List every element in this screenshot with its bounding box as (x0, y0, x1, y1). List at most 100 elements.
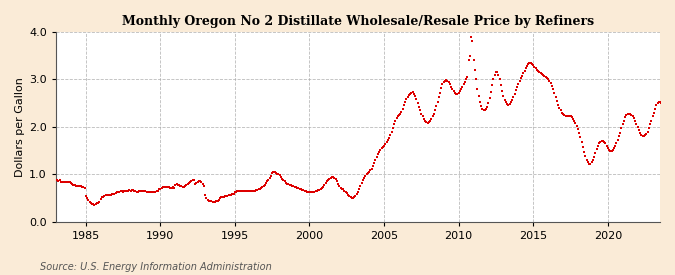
Point (630, 119, 641, 123)
Point (425, 119, 435, 123)
Point (70, 184, 81, 188)
Point (395, 111, 406, 116)
Point (412, 101, 423, 105)
Point (76, 184, 86, 188)
Point (646, 119, 657, 123)
Point (386, 129, 397, 134)
Point (589, 155, 599, 159)
Point (268, 170, 279, 174)
Point (86, 202, 97, 206)
Point (392, 114, 403, 119)
Point (477, 107, 487, 111)
Point (122, 189, 132, 194)
Point (300, 189, 311, 194)
Point (191, 181, 202, 185)
Point (355, 184, 366, 188)
Point (479, 108, 490, 112)
Point (320, 181, 331, 185)
Point (79, 185, 90, 190)
Point (481, 107, 491, 111)
Point (78, 185, 88, 189)
Point (661, 107, 672, 111)
Point (645, 122, 655, 127)
Point (618, 119, 629, 123)
Point (84, 200, 95, 204)
Point (248, 189, 259, 194)
Point (138, 189, 148, 193)
Point (668, 117, 675, 122)
Point (643, 126, 654, 130)
Point (553, 102, 564, 107)
Point (531, 68, 542, 72)
Point (348, 196, 358, 200)
Point (488, 77, 499, 82)
Point (485, 96, 495, 101)
Point (156, 185, 167, 190)
Point (427, 114, 438, 119)
Point (190, 182, 200, 186)
Point (529, 64, 540, 69)
Point (159, 185, 169, 189)
Point (565, 114, 576, 119)
Point (411, 97, 422, 101)
Point (407, 90, 418, 94)
Point (327, 174, 338, 179)
Point (583, 160, 593, 165)
Point (438, 79, 449, 84)
Point (336, 186, 347, 191)
Point (445, 82, 456, 86)
Point (432, 100, 443, 104)
Point (289, 185, 300, 189)
Point (640, 133, 651, 138)
Point (342, 191, 352, 196)
Point (275, 174, 286, 179)
Point (580, 154, 591, 158)
Point (524, 60, 535, 65)
Point (240, 189, 250, 193)
Point (148, 190, 159, 194)
Point (129, 189, 140, 193)
Point (187, 178, 198, 183)
Point (570, 121, 581, 125)
Point (482, 105, 493, 109)
Point (329, 175, 340, 180)
Point (555, 108, 566, 112)
Point (196, 180, 207, 185)
Point (421, 120, 432, 124)
Point (225, 193, 236, 197)
Point (328, 174, 339, 179)
Point (365, 168, 376, 173)
Point (72, 183, 82, 188)
Point (247, 189, 258, 194)
Point (67, 182, 78, 186)
Point (194, 179, 205, 184)
Point (647, 114, 658, 119)
Point (88, 202, 99, 206)
Point (491, 70, 502, 75)
Point (273, 172, 284, 177)
Point (391, 116, 402, 120)
Point (376, 146, 387, 150)
Point (587, 158, 598, 162)
Point (508, 95, 518, 99)
Point (585, 162, 596, 166)
Point (166, 185, 177, 190)
Point (506, 100, 516, 104)
Point (578, 145, 589, 149)
Point (125, 189, 136, 193)
Y-axis label: Dollars per Gallon: Dollars per Gallon (15, 77, 25, 177)
Point (228, 191, 239, 196)
Point (360, 174, 371, 178)
Point (283, 182, 294, 186)
Point (55, 180, 66, 184)
Point (181, 183, 192, 187)
Point (99, 193, 110, 198)
Point (287, 183, 298, 188)
Point (230, 190, 240, 194)
Point (89, 202, 100, 207)
Point (401, 97, 412, 101)
Point (611, 141, 622, 146)
Point (637, 134, 648, 139)
Point (110, 191, 121, 196)
Point (410, 94, 421, 98)
